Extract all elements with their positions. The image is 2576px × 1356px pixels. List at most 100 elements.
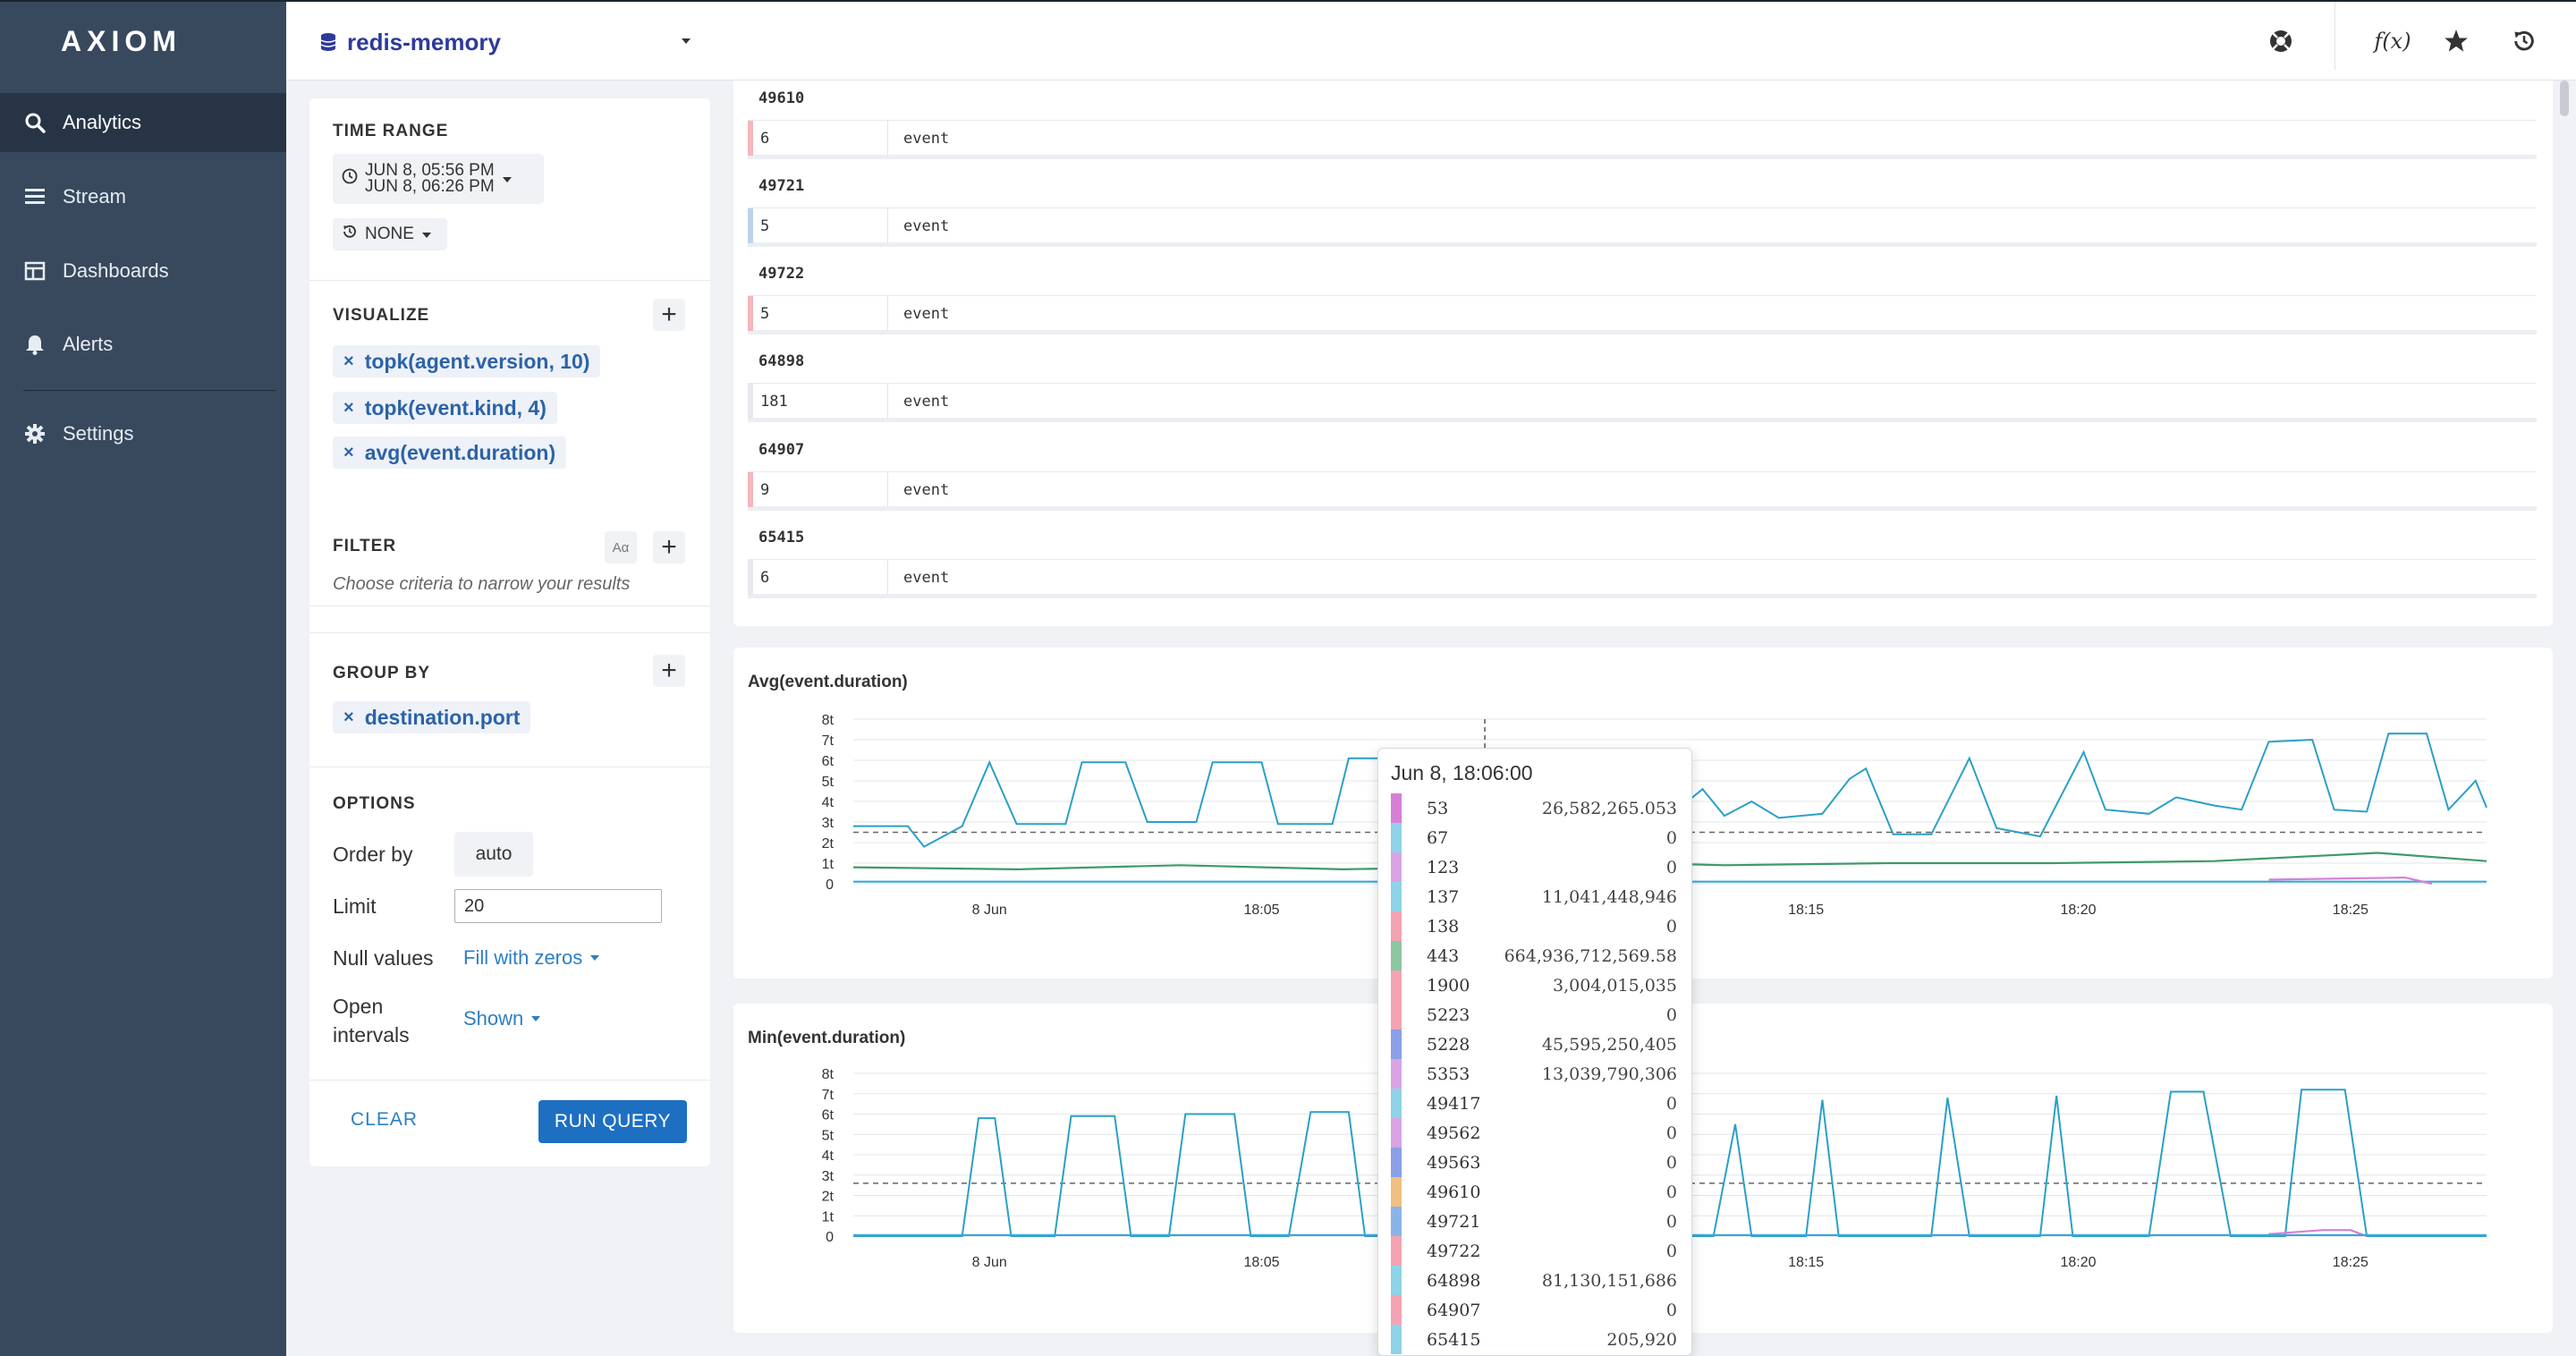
y-tick-label: 2t — [822, 1190, 835, 1205]
remove-icon[interactable]: × — [343, 351, 354, 371]
series-swatch — [1391, 852, 1402, 882]
function-icon[interactable]: f(x) — [2374, 29, 2411, 54]
y-tick-label: 4t — [822, 1148, 835, 1164]
sidebar-item-stream[interactable]: Stream — [0, 167, 286, 226]
series-line[interactable] — [2268, 876, 2433, 886]
visualize-chip[interactable]: × topk(event.kind, 4) — [333, 392, 557, 424]
x-tick-label: 18:05 — [1243, 903, 1279, 918]
tooltip-row: 65415 205,920 — [1391, 1325, 1686, 1354]
group-by-section: GROUP BY + × destination.port — [309, 633, 710, 767]
open-intervals-select[interactable]: Shown — [463, 1007, 541, 1030]
stream-icon — [23, 185, 47, 208]
null-values-select[interactable]: Fill with zeros — [463, 946, 600, 970]
group-count: 9 — [760, 481, 770, 499]
dashboard-icon — [23, 259, 47, 283]
axiom-logo[interactable]: AXIOM — [61, 25, 182, 57]
tooltip-value: 3,004,015,035 — [1552, 976, 1677, 996]
run-query-button[interactable]: RUN QUERY — [538, 1100, 687, 1143]
cell-divider — [887, 560, 888, 595]
history-icon[interactable] — [2510, 27, 2538, 55]
visualize-chip[interactable]: × topk(agent.version, 10) — [333, 345, 601, 377]
tooltip-row: 49721 0 — [1391, 1207, 1686, 1236]
group-key: 49610 — [758, 89, 805, 107]
add-group-by-button[interactable]: + — [653, 655, 685, 687]
group-count: 6 — [760, 569, 770, 587]
open-intervals-label: intervals — [333, 1023, 410, 1047]
limit-input[interactable] — [454, 889, 662, 923]
help-icon[interactable] — [2267, 27, 2295, 55]
group-row[interactable]: 5 event — [748, 295, 2537, 335]
x-tick-label: 18:15 — [1788, 1255, 1824, 1270]
tooltip-value: 81,130,151,686 — [1541, 1271, 1677, 1291]
x-tick-label: 18:20 — [2060, 1255, 2096, 1270]
filter-placeholder[interactable]: Choose criteria to narrow your results — [333, 574, 631, 594]
sidebar-item-analytics[interactable]: Analytics — [0, 93, 286, 152]
add-filter-button[interactable]: + — [653, 531, 685, 564]
time-range-picker[interactable]: JUN 8, 05:56 PM JUN 8, 06:26 PM — [333, 154, 544, 204]
chevron-down-icon[interactable] — [680, 34, 692, 50]
tooltip-value: 0 — [1665, 1153, 1677, 1173]
y-tick-label: 4t — [822, 795, 835, 810]
series-line[interactable] — [853, 733, 2487, 848]
tooltip-row: 49610 0 — [1391, 1177, 1686, 1207]
sidebar-item-alerts[interactable]: Alerts — [0, 315, 286, 374]
series-swatch — [1391, 1266, 1402, 1295]
group-row[interactable]: 9 event — [748, 471, 2537, 511]
tooltip-title: Jun 8, 18:06:00 — [1391, 761, 1533, 784]
y-tick-label: 8t — [822, 713, 835, 728]
star-icon[interactable] — [2442, 27, 2470, 55]
tooltip-row: 49563 0 — [1391, 1148, 1686, 1177]
tooltip-value: 0 — [1665, 917, 1677, 936]
series-swatch — [1391, 1118, 1402, 1148]
series-swatch — [1391, 1059, 1402, 1089]
options-section: OPTIONS Order by auto Limit Null values … — [309, 767, 710, 1081]
tooltip-key: 49563 — [1427, 1153, 1481, 1173]
remove-icon[interactable]: × — [343, 442, 354, 462]
tooltip-value: 0 — [1665, 1123, 1677, 1143]
compare-value: NONE — [365, 225, 414, 243]
group-row[interactable]: 6 event — [748, 559, 2537, 598]
top-bar: redis-memory f(x) — [286, 0, 2576, 81]
group-key: 49721 — [758, 177, 805, 195]
sidebar-item-dashboards[interactable]: Dashboards — [0, 242, 286, 301]
dataset-selector[interactable]: redis-memory — [347, 29, 501, 55]
group-row[interactable]: 5 event — [748, 208, 2537, 247]
x-tick-label: 18:25 — [2333, 903, 2368, 918]
tooltip-key: 49610 — [1427, 1182, 1481, 1202]
tooltip-key: 137 — [1427, 887, 1460, 907]
sidebar-item-label: Settings — [63, 422, 134, 445]
group-by-chip[interactable]: × destination.port — [333, 701, 531, 733]
tooltip-value: 664,936,712,569.58 — [1504, 946, 1677, 966]
x-tick-label: 18:15 — [1788, 903, 1824, 918]
compare-selector[interactable]: NONE — [333, 218, 447, 250]
topbar-divider — [2334, 2, 2335, 70]
series-swatch — [1391, 1089, 1402, 1118]
series-swatch — [1391, 1295, 1402, 1325]
remove-icon[interactable]: × — [343, 397, 354, 418]
add-visualization-button[interactable]: + — [653, 299, 685, 331]
sidebar-item-settings[interactable]: Settings — [0, 404, 286, 463]
visualize-chip[interactable]: × avg(event.duration) — [333, 436, 567, 469]
x-tick-label: 8 Jun — [972, 1255, 1007, 1270]
group-key: 64907 — [758, 441, 805, 459]
case-sensitive-toggle[interactable]: Aα — [605, 531, 637, 564]
sidebar: AXIOM Analytics Stream Dashboards Alerts… — [0, 0, 286, 1356]
clock-icon — [342, 168, 358, 190]
sidebar-item-label: Analytics — [63, 111, 142, 133]
group-label: event — [903, 130, 950, 148]
section-title: FILTER — [333, 537, 397, 555]
tooltip-row: 49562 0 — [1391, 1118, 1686, 1148]
series-line[interactable] — [2268, 1229, 2368, 1238]
group-row[interactable]: 181 event — [748, 383, 2537, 422]
tooltip-value: 0 — [1665, 1094, 1677, 1114]
null-values-label: Null values — [333, 946, 434, 970]
series-swatch — [1391, 1325, 1402, 1354]
order-by-select[interactable]: auto — [454, 832, 533, 877]
group-row[interactable]: 6 event — [748, 120, 2537, 159]
cell-divider — [887, 472, 888, 507]
tooltip-key: 138 — [1427, 917, 1460, 936]
clear-button[interactable]: CLEAR — [351, 1109, 419, 1130]
remove-icon[interactable]: × — [343, 707, 354, 727]
y-tick-label: 1t — [822, 857, 835, 872]
scrollbar[interactable] — [2558, 81, 2572, 1356]
